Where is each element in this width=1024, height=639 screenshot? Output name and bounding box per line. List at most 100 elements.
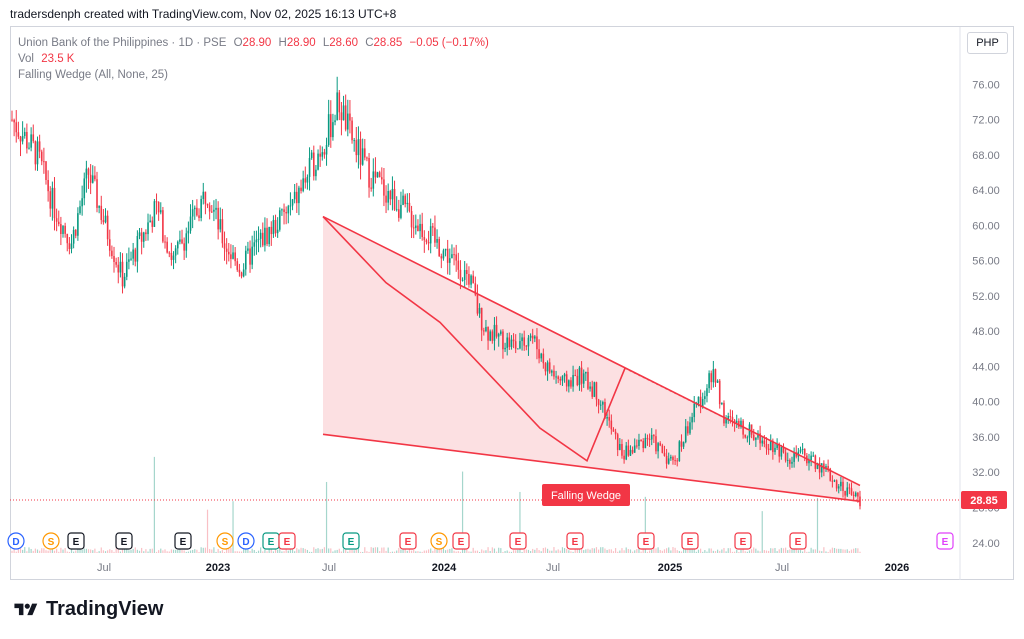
volume-bar [419,551,421,553]
chart-credit: tradersdenph created with TradingView.co… [10,7,397,21]
volume-bar [432,550,434,553]
volume-bar [731,551,734,553]
earnings-marker-icon [342,532,360,550]
volume-bar [421,551,423,553]
volume-bar [755,548,757,553]
candle-body [525,345,528,347]
candle-body [113,256,115,262]
volume-bar [536,547,538,553]
volume-bar [391,551,394,553]
candle-body [357,139,360,156]
candle-body [23,131,26,137]
candle-body [189,216,192,231]
currency-button[interactable]: PHP [967,32,1008,54]
volume-bar [353,550,355,553]
candle-body [616,434,619,450]
candle-body [164,241,166,243]
volume-bar [217,549,219,553]
candle-body [166,241,168,253]
candle-body [70,243,73,249]
candle-body [429,226,432,244]
volume-bar [657,547,659,553]
candle-body [72,229,75,244]
volume-bar [111,550,113,553]
earnings-marker-icon [67,532,85,550]
volume-bar [49,549,51,553]
volume-bar [45,550,47,553]
candle-body [816,463,819,469]
candle-body [253,242,256,247]
volume-bar [425,550,428,553]
volume-bar [185,551,187,553]
candle-body [383,179,385,196]
candle-body [440,256,443,259]
candle-body [415,225,417,228]
candle-body [580,367,583,384]
candle-body [655,436,657,452]
volume-bar [710,548,712,553]
volume-bar [11,550,13,553]
candle-body [857,492,859,497]
volume-bar [451,548,453,553]
volume-bar [17,549,19,553]
candle-body [264,227,266,246]
candle-body [561,376,564,381]
candle-body [495,324,498,337]
volume-bar [162,550,164,553]
candle-body [612,429,615,432]
candle-body [727,416,730,420]
candle-body [701,399,704,407]
volume-bar [578,548,581,553]
candle-body [255,239,258,243]
candle-body [848,487,851,489]
volume-bar [183,550,185,553]
legend-indicator: Falling Wedge (All, None, 25) [18,69,168,81]
candle-body [204,191,207,204]
candle-body [837,486,840,489]
volume-bar [277,549,279,553]
volume-bar [287,550,289,553]
volume-bar [357,547,360,553]
dividend-marker-label: D [242,537,249,548]
candle-body [398,209,400,218]
candle-body [115,261,117,265]
volume-bar [600,547,602,553]
volume-bar [149,548,151,553]
candle-body [808,459,810,464]
legend-indicator-line[interactable]: Falling Wedge (All, None, 25) [18,67,489,83]
volume-bar [723,547,725,553]
candle-body [553,370,555,377]
candle-body [130,258,132,260]
candle-body [784,452,787,461]
candle-body [417,225,419,232]
candle-body [153,201,156,227]
volume-bar [147,551,149,553]
volume-bar [682,548,685,553]
candle-body [276,229,279,234]
y-tick-label: 64.00 [972,185,1000,197]
candle-body [508,337,511,347]
volume-bar [85,548,87,553]
candle-body [578,367,581,386]
candle-body [434,227,436,243]
candle-body [604,402,606,419]
candle-body [36,141,39,165]
candle-body [119,261,122,273]
candle-body [500,331,502,334]
candle-body [349,113,351,121]
volume-bar [472,547,474,553]
volume-bar [398,547,400,553]
volume-bar [802,551,804,553]
volume-bar [691,547,693,553]
candle-body [708,373,710,389]
volume-bar [160,548,162,553]
volume-bar [795,548,797,553]
candle-body [77,213,79,236]
volume-bar [672,547,674,553]
volume-bar [62,549,64,553]
candle-body [589,386,591,389]
candle-body [466,270,468,275]
volume-bar [268,548,270,553]
candle-body [795,452,798,457]
